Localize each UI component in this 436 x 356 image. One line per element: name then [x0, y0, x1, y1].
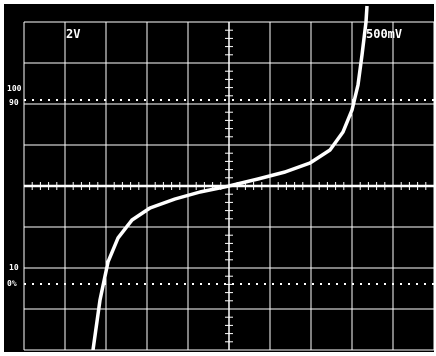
marker-label: 90: [9, 98, 19, 107]
marker-label: 10: [9, 263, 19, 272]
channel-label: 500mV: [366, 27, 402, 41]
channel-label: 2V: [66, 27, 80, 41]
marker-label: 0%: [7, 279, 17, 288]
marker-label: 100: [7, 84, 22, 93]
trace: [91, 5, 369, 351]
screen-background: [4, 4, 434, 352]
graticule: [23, 21, 435, 351]
